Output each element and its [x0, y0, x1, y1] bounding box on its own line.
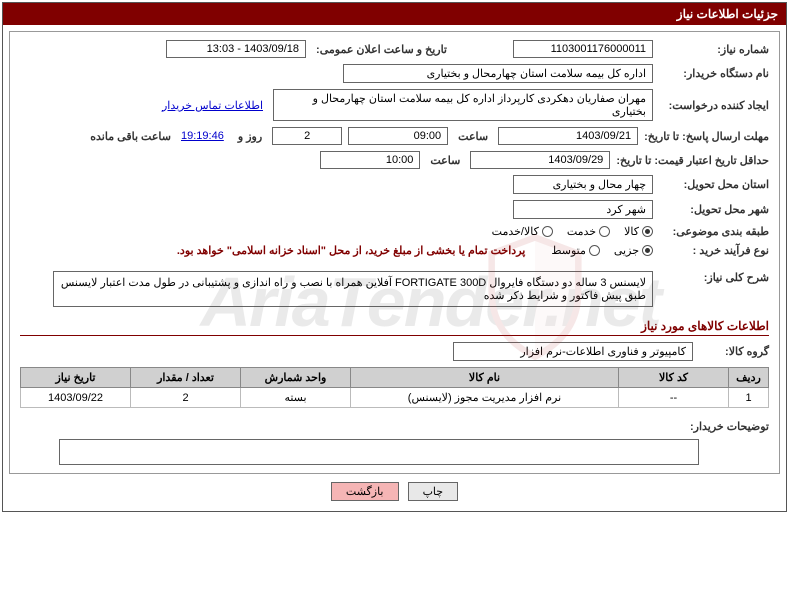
radio-khadamat-label: خدمت	[567, 225, 596, 238]
saat-label-2: ساعت	[426, 154, 464, 167]
footer-buttons: چاپ بازگشت	[9, 474, 780, 505]
delivery-city-label: شهر محل تحویل:	[659, 203, 769, 216]
radio-kalakhadamat-label: کالا/خدمت	[492, 225, 539, 238]
price-valid-label: حداقل تاریخ اعتبار قیمت: تا تاریخ:	[616, 154, 769, 167]
radio-jozi[interactable]	[642, 245, 653, 256]
goods-group-label: گروه کالا:	[699, 345, 769, 358]
need-no-label: شماره نیاز:	[659, 43, 769, 56]
radio-kala[interactable]	[642, 226, 653, 237]
goods-section-title: اطلاعات کالاهای مورد نیاز	[20, 315, 769, 336]
cell-qty: 2	[131, 388, 241, 408]
delivery-province-field: چهار محال و بختیاری	[513, 175, 653, 194]
back-button[interactable]: بازگشت	[331, 482, 399, 501]
cell-unit: بسته	[241, 388, 351, 408]
th-name: نام کالا	[351, 368, 619, 388]
th-qty: تعداد / مقدار	[131, 368, 241, 388]
reply-deadline-label: مهلت ارسال پاسخ: تا تاریخ:	[644, 130, 769, 143]
th-date: تاریخ نیاز	[21, 368, 131, 388]
process-label: نوع فرآیند خرید :	[659, 244, 769, 257]
panel-header: جزئیات اطلاعات نیاز	[3, 3, 786, 25]
announce-field: 1403/09/18 - 13:03	[166, 40, 306, 58]
delivery-city-field: شهر کرد	[513, 200, 653, 219]
days-count-field: 2	[272, 127, 342, 145]
buyer-org-field: اداره کل بیمه سلامت استان چهارمحال و بخت…	[343, 64, 653, 83]
goods-group-field: کامپیوتر و فناوری اطلاعات-نرم افزار	[453, 342, 693, 361]
th-row: ردیف	[729, 368, 769, 388]
radio-khadamat[interactable]	[599, 226, 610, 237]
cell-row: 1	[729, 388, 769, 408]
buyer-org-label: نام دستگاه خریدار:	[659, 67, 769, 80]
rooz-va-label: روز و	[234, 130, 266, 143]
cell-code: --	[619, 388, 729, 408]
price-valid-time-field: 10:00	[320, 151, 420, 169]
announce-label: تاریخ و ساعت اعلان عمومی:	[312, 43, 451, 56]
print-button[interactable]: چاپ	[408, 482, 459, 501]
reply-time-field: 09:00	[348, 127, 448, 145]
category-radio-group: کالا خدمت کالا/خدمت	[492, 225, 653, 238]
radio-kalakhadamat[interactable]	[542, 226, 553, 237]
requester-label: ایجاد کننده درخواست:	[659, 99, 769, 112]
remain-suffix: ساعت باقی مانده	[86, 130, 175, 143]
th-unit: واحد شمارش	[241, 368, 351, 388]
table-row: 1 -- نرم افزار مدیریت مجوز (لایسنس) بسته…	[21, 388, 769, 408]
main-panel: جزئیات اطلاعات نیاز شماره نیاز: 11030011…	[2, 2, 787, 512]
buyer-notes-label: توضیحات خریدار:	[690, 420, 769, 433]
table-header-row: ردیف کد کالا نام کالا واحد شمارش تعداد /…	[21, 368, 769, 388]
details-panel: شماره نیاز: 1103001176000011 تاریخ و ساع…	[9, 31, 780, 474]
cell-date: 1403/09/22	[21, 388, 131, 408]
radio-kala-label: کالا	[624, 225, 639, 238]
need-no-field: 1103001176000011	[513, 40, 653, 58]
buyer-notes-box	[59, 439, 699, 465]
radio-jozi-label: جزیی	[614, 244, 639, 257]
buyer-contact-link[interactable]: اطلاعات تماس خریدار	[162, 99, 267, 112]
th-code: کد کالا	[619, 368, 729, 388]
goods-table: ردیف کد کالا نام کالا واحد شمارش تعداد /…	[20, 367, 769, 408]
process-radio-group: جزیی متوسط	[551, 244, 653, 257]
radio-motavaset-label: متوسط	[551, 244, 586, 257]
reply-date-field: 1403/09/21	[498, 127, 638, 145]
cell-name: نرم افزار مدیریت مجوز (لایسنس)	[351, 388, 619, 408]
overview-label: شرح کلی نیاز:	[659, 271, 769, 284]
payment-note: پرداخت تمام یا بخشی از مبلغ خرید، از محل…	[177, 244, 525, 257]
panel-title: جزئیات اطلاعات نیاز	[677, 7, 778, 21]
delivery-province-label: استان محل تحویل:	[659, 178, 769, 191]
remain-time: 19:19:46	[181, 130, 228, 142]
category-label: طبقه بندی موضوعی:	[659, 225, 769, 238]
price-valid-date-field: 1403/09/29	[470, 151, 610, 169]
radio-motavaset[interactable]	[589, 245, 600, 256]
requester-field: مهران صفاریان دهکردی کارپرداز اداره کل ب…	[273, 89, 653, 121]
saat-label-1: ساعت	[454, 130, 492, 143]
overview-text: لایسنس 3 ساله دو دستگاه فایروال FORTIGAT…	[53, 271, 653, 307]
